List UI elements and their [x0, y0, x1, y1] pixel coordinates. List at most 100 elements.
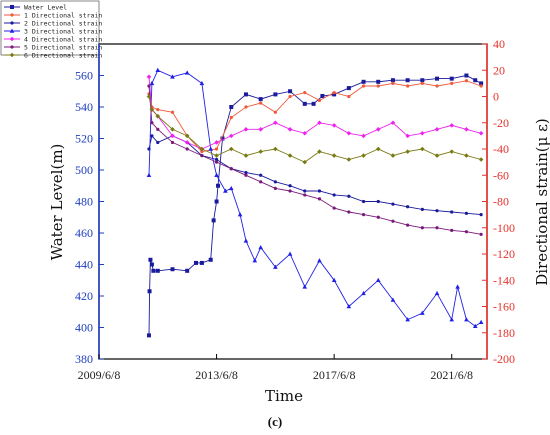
series-1-point	[405, 78, 410, 83]
series-6-point	[332, 206, 336, 210]
right-tick-label: 40	[493, 37, 505, 51]
series-1-point	[320, 93, 325, 98]
series-2-point	[156, 108, 160, 112]
series-1	[146, 73, 484, 338]
series-1-point	[199, 260, 204, 265]
series-1-point	[229, 105, 234, 109]
series-6-point	[464, 230, 469, 234]
series-1-point	[479, 81, 484, 86]
series-5-point	[258, 127, 263, 132]
series-1-point	[146, 333, 151, 338]
series-5-point	[375, 127, 381, 132]
series-5-point	[287, 127, 293, 132]
series-2-point	[464, 79, 469, 83]
right-tick-label: -120	[493, 247, 515, 261]
series-6-point	[185, 147, 189, 151]
series-7-point	[361, 153, 366, 158]
series-4-point	[223, 188, 228, 193]
left-tick-label: 400	[75, 321, 93, 335]
series-3-point	[150, 134, 154, 138]
series-3-point	[450, 210, 454, 214]
series-layer	[146, 67, 484, 338]
left-tick-label: 500	[75, 163, 93, 177]
series-2-point	[332, 90, 336, 95]
right-tick-label: 20	[493, 63, 505, 77]
series-4-point	[199, 80, 205, 86]
series-6-point	[288, 189, 292, 193]
series-4-point	[273, 264, 278, 269]
series-6-point	[317, 197, 322, 201]
series-3-point	[259, 173, 263, 177]
series-4	[146, 67, 484, 328]
series-4-point	[420, 310, 425, 315]
series-2-point	[317, 98, 322, 103]
series-5-point	[434, 127, 440, 132]
series-7-point	[434, 153, 440, 158]
right-tick-label: -40	[493, 142, 509, 156]
legend-marker	[10, 5, 14, 9]
legend-marker	[10, 45, 14, 49]
series-6-point	[156, 127, 160, 131]
legend-marker	[10, 13, 14, 17]
series-2-point	[376, 84, 380, 88]
right-tick-label: -100	[493, 221, 515, 235]
series-6-point	[259, 180, 263, 184]
series-3-point	[420, 207, 424, 211]
right-tick-label: -200	[493, 352, 515, 366]
left-y-axis-title: Water Level(m)	[48, 144, 66, 261]
series-1-point	[214, 199, 219, 204]
series-4-point	[434, 290, 440, 296]
series-1-point	[449, 76, 454, 81]
series-2-point	[361, 84, 366, 88]
left-y-ticks: 380 400 420 440 460 480 500 520 540 560	[75, 69, 104, 366]
series-6-point	[150, 121, 154, 125]
series-5-point	[361, 133, 366, 139]
series-1-point	[151, 268, 156, 273]
series-7-point	[464, 153, 469, 158]
series-4-point	[170, 74, 175, 79]
left-tick-label: 520	[75, 132, 93, 146]
series-4-point	[390, 297, 396, 302]
series-3-point	[332, 193, 336, 197]
series-5-point	[146, 74, 152, 80]
series-1-point	[258, 97, 263, 102]
series-4-point	[405, 317, 410, 322]
series-1-point	[155, 268, 160, 273]
series-7-point	[214, 153, 219, 158]
series-1-point	[464, 73, 469, 78]
left-tick-label: 540	[75, 100, 93, 114]
legend-label: 5 Directional strain	[24, 43, 102, 51]
series-7-point	[199, 146, 205, 152]
series-2-point	[420, 81, 424, 85]
series-4-point	[146, 172, 152, 178]
series-3-point	[214, 157, 219, 162]
series-4-point	[361, 290, 366, 296]
series-3-point	[406, 205, 410, 209]
series-7-point	[478, 157, 484, 162]
series-3-point	[479, 213, 483, 217]
series-1-point	[147, 289, 152, 294]
series-6-point	[347, 210, 351, 214]
series-6	[147, 84, 483, 236]
series-6-point	[229, 167, 233, 171]
x-tick-label: 2013/6/8	[195, 368, 238, 382]
series-4-point	[155, 67, 161, 73]
series-7-point	[420, 146, 425, 152]
legend-label: 2 Directional strain	[24, 19, 102, 27]
left-tick-label: 460	[75, 226, 93, 240]
series-2-point	[229, 115, 233, 120]
series-5-point	[405, 133, 410, 139]
series-2-point	[244, 105, 248, 109]
series-5-point	[302, 130, 308, 136]
left-tick-label: 440	[75, 258, 93, 272]
series-1-point	[216, 183, 221, 188]
series-4-point	[252, 258, 258, 263]
series-7-point	[149, 107, 155, 112]
series-6-point	[391, 219, 395, 223]
right-tick-label: -140	[493, 273, 515, 287]
series-2-point	[406, 84, 410, 88]
series-7-point	[375, 146, 381, 152]
x-ticks: 2009/6/8 2013/6/8 2017/6/8 2021/6/8	[78, 354, 473, 382]
